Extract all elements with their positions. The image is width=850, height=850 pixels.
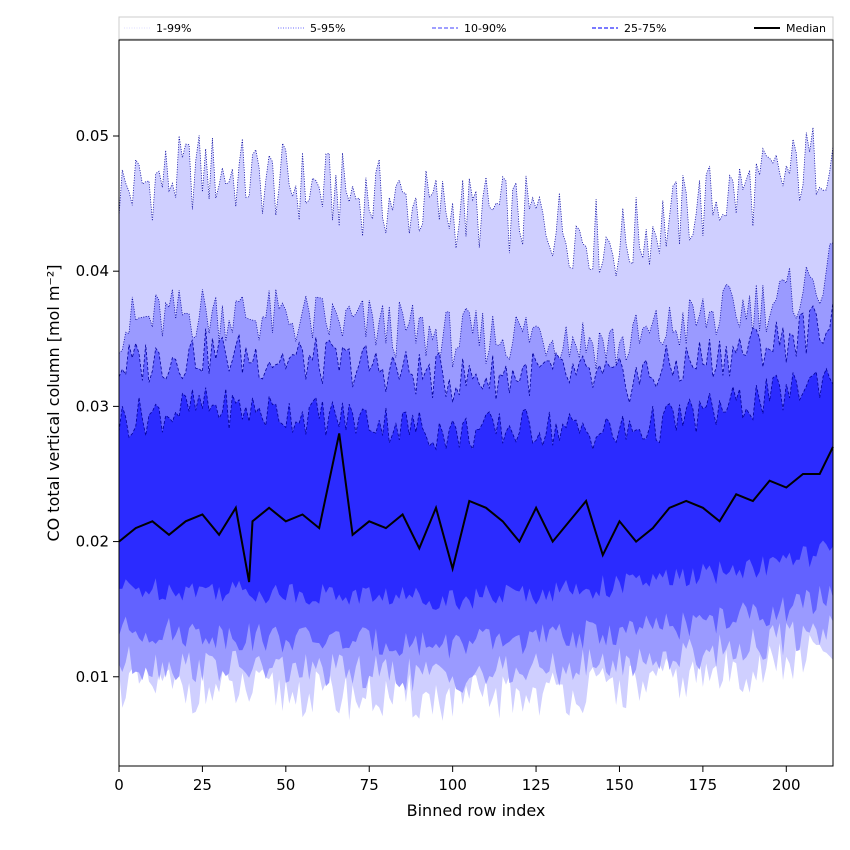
legend-label: 1-99% [156,22,191,35]
x-tick-label: 200 [772,776,801,794]
legend: 1-99% 5-95% 10-90% 25-75% Median [118,16,834,40]
plot-frame [118,39,834,767]
x-axis: 0 25 50 75 100 125 150 175 200 [114,766,801,794]
legend-label: 25-75% [624,22,666,35]
x-tick-label: 125 [522,776,551,794]
x-tick-label: 150 [605,776,634,794]
band-upper-edge-5-95pct [118,242,834,370]
y-tick-label: 0.01 [76,668,109,686]
legend-label: Median [786,22,826,35]
x-tick-label: 50 [276,776,295,794]
x-tick-label: 100 [438,776,467,794]
x-axis-label: Binned row index [407,801,546,820]
y-tick-label: 0.05 [76,127,109,145]
y-axis: 0.01 0.02 0.03 0.04 0.05 [76,127,119,686]
plot-area [118,127,834,721]
median-line [118,433,834,583]
x-tick-label: 0 [114,776,124,794]
y-tick-label: 0.02 [76,533,109,551]
y-tick-label: 0.03 [76,397,109,415]
band-upper-edge-10-90pct [118,301,834,403]
band-upper-edge-25-75pct [118,367,834,451]
legend-box [118,16,834,40]
y-tick-label: 0.04 [76,262,109,280]
x-tick-label: 25 [193,776,212,794]
legend-label: 5-95% [310,22,345,35]
x-tick-label: 75 [360,776,379,794]
band-25-75pct [119,368,833,610]
y-axis-label: CO total vertical column [mol m⁻²] [44,264,63,541]
x-tick-label: 175 [689,776,718,794]
legend-label: 10-90% [464,22,506,35]
